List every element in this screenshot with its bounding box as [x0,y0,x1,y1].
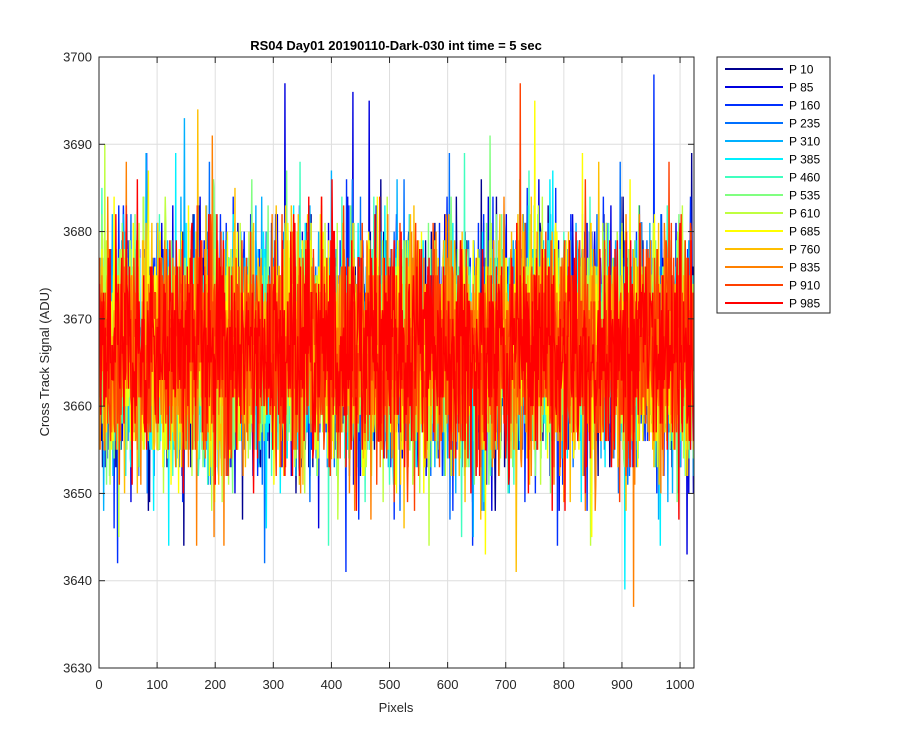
legend-label: P 685 [789,225,820,239]
y-tick-label: 3700 [63,50,92,65]
x-tick-label: 300 [262,677,284,692]
x-tick-label: 200 [204,677,226,692]
x-tick-label: 900 [611,677,633,692]
x-tick-label: 1000 [666,677,695,692]
legend-label: P 160 [789,99,820,113]
y-tick-label: 3670 [63,311,92,326]
x-axis-label: Pixels [379,700,414,715]
x-axis: 0 100 200 300 400 500 600 700 800 900 1000 [95,57,695,692]
legend-label: P 310 [789,135,820,149]
y-tick-label: 3640 [63,573,92,588]
legend: P 10 P 85 P 160 P 235 P 310 P 385 P 460 P 535 P … [716,56,831,314]
x-tick-label: 500 [379,677,401,692]
x-tick-label: 100 [146,677,168,692]
y-tick-label: 3630 [63,661,92,676]
y-tick-label: 3690 [63,137,92,152]
y-axis: 3630 3640 3650 3660 3670 3680 3690 3700 [63,50,694,676]
legend-label: P 760 [789,243,820,257]
x-tick-label: 600 [437,677,459,692]
series-layer [99,74,694,607]
legend-label: P 85 [789,81,814,95]
legend-label: P 610 [789,207,820,221]
x-tick-label: 700 [495,677,517,692]
legend-label: P 460 [789,171,820,185]
x-tick-label: 0 [95,677,102,692]
series-line-p985 [99,179,694,520]
y-tick-label: 3660 [63,399,92,414]
legend-label: P 235 [789,117,820,131]
series-line-p910 [99,83,694,511]
y-axis-label: Cross Track Signal (ADU) [37,288,52,437]
legend-label: P 910 [789,279,820,293]
legend-label: P 385 [789,153,820,167]
legend-label: P 10 [789,63,814,77]
legend-label: P 985 [789,297,820,311]
legend-label: P 535 [789,189,820,203]
chart-title: RS04 Day01 20190110-Dark-030 int time = … [250,38,542,53]
y-tick-label: 3680 [63,224,92,239]
legend-label: P 835 [789,261,820,275]
x-tick-label: 400 [321,677,343,692]
legend-box [716,56,831,314]
plot-frame [98,56,695,669]
x-tick-label: 800 [553,677,575,692]
y-tick-label: 3650 [63,486,92,501]
